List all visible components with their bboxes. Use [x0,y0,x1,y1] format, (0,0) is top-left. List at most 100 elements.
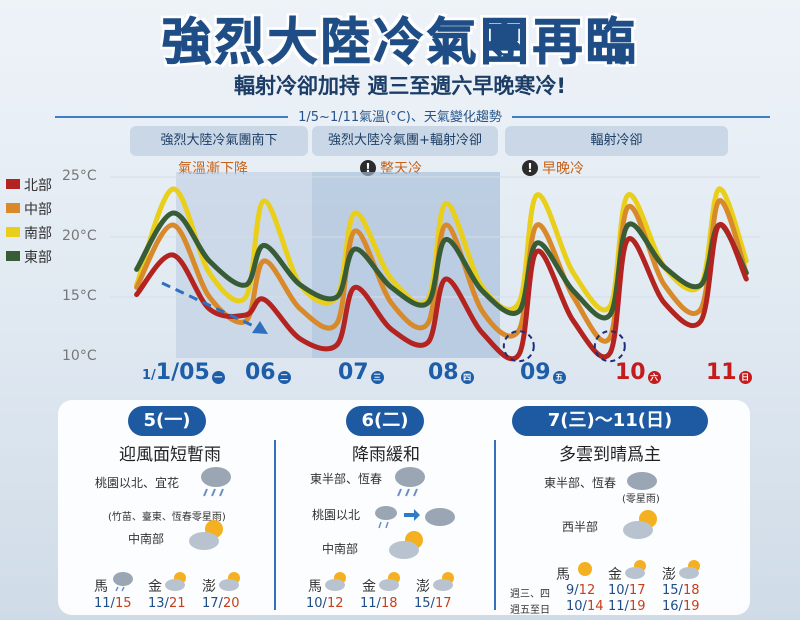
temp-cell: 11/19 [608,599,646,614]
weekday-badge: 四 [460,371,474,384]
page-subtitle: 輻射冷卻加持 週三至週六早晚寒冷! [234,74,566,98]
temp-low: 9 [566,583,575,598]
col3-headline: 多雲到晴爲主 [559,445,661,465]
day-num: 1/05 [155,360,210,385]
island-kinmen-temp: 13/21 [148,596,186,611]
temp-high: 12 [578,583,596,598]
day-num: 08 [428,360,459,385]
temp-high: 14 [586,599,604,614]
temp-low: 13 [148,596,165,611]
phase-2-label: 強烈大陸冷氣團+輻射冷卻 [312,126,498,156]
legend-label: 南部 [24,226,52,242]
temp-cell: 10/17 [608,583,646,598]
temp-low: 15 [414,596,431,611]
legend-central: 中部 [6,199,52,219]
phase-3-note-text: 早晚冷 [542,161,584,177]
cold-highlight-circle [593,330,626,363]
legend-label: 北部 [24,178,52,194]
day-num: 09 [520,360,551,385]
island-penghu-temp: 15/17 [414,596,452,611]
x-label-10: 10 六 [615,360,661,385]
col1-region-2: (竹苗、臺東、恆春零星雨) [108,512,226,523]
island-matsu: 馬 [308,579,322,595]
range-label: 1/5~1/11氣溫(°C)、天氣變化趨勢 [0,106,800,125]
column-divider [274,440,276,610]
series-line-east [134,210,749,321]
island-kinmen-temp: 11/18 [360,596,398,611]
partly-cloudy-icon [433,572,454,591]
col1-headline: 迎風面短暫雨 [119,445,221,465]
island-matsu: 馬 [556,567,570,583]
x-label-09: 09 五 [520,360,566,385]
trend-arrow-head [252,321,268,334]
cold-highlight-circle [502,330,535,363]
rain-cloud-icon [201,467,231,497]
island-matsu: 馬 [94,579,108,595]
temp-high: 19 [682,599,700,614]
temp-high: 17 [434,596,452,611]
col1-header: 5(一) [128,406,206,436]
temp-low: 15 [662,583,679,598]
sun-icon [578,562,592,576]
col3-region-1: 東半部、恆春 [544,476,617,490]
day-num: 06 [245,360,276,385]
rain-cloud-icon [395,467,425,497]
day-num: 10 [615,360,646,385]
temp-low: 17 [202,596,219,611]
island-kinmen: 金 [362,579,376,595]
temp-cell: 16/19 [662,599,700,614]
row-label: 週三、四 [510,589,550,600]
partly-cloudy-icon [165,572,186,591]
temp-high: 12 [326,596,344,611]
col2-region-2: 桃園以北 [312,508,361,522]
col2-headline: 降雨緩和 [352,445,420,465]
island-penghu: 澎 [662,567,676,583]
temp-low: 11 [608,599,625,614]
phase-3-label: 輻射冷卻 [505,126,728,156]
legend-east: 東部 [6,247,52,267]
y-tick-label: 20°C [62,228,97,244]
temp-cell: 15/18 [662,583,700,598]
island-kinmen: 金 [148,579,162,595]
partly-cloudy-icon [325,572,346,591]
row-label: 週五至日 [510,605,550,616]
series-line-central [134,198,749,344]
weekday-badge: 日 [738,371,752,384]
legend-north: 北部 [6,175,52,195]
day-num: 11 [706,360,737,385]
temp-high: 21 [168,596,186,611]
x-label-11: 11 日 [706,360,752,385]
legend-south: 南部 [6,223,52,243]
legend-swatch [6,203,20,213]
temp-low: 10 [306,596,323,611]
partly-cloudy-icon [679,560,700,579]
page-title: 強烈大陸冷氣團再臨 [161,13,639,72]
temp-low: 11 [360,596,377,611]
temp-high: 18 [380,596,398,611]
col1-region-1: 桃園以北、宜花 [95,476,180,490]
legend-swatch [6,227,20,237]
partly-cloudy-icon [379,572,400,591]
trend-arrow [161,281,263,332]
weekday-badge: 三 [370,371,384,384]
temp-low: 10 [566,599,583,614]
weekday-badge: 五 [552,371,566,384]
partly-cloudy-icon [623,510,657,539]
alert-icon: ! [522,160,538,176]
phase-3-note: ! 早晚冷 [522,158,584,178]
temp-high: 17 [628,583,646,598]
temp-cell: 10/14 [566,599,604,614]
col3-region-3: 西半部 [562,520,599,534]
weekday-badge: 二 [277,371,291,384]
col2-region-1: 東半部、恆春 [310,472,383,486]
x-label-08: 08 四 [428,360,474,385]
cloud-icon [627,472,657,490]
col1-region-3: 中南部 [128,532,165,546]
x-label-06: 06 二 [245,360,291,385]
island-penghu-temp: 17/20 [202,596,240,611]
day-num: 07 [338,360,369,385]
column-divider [494,440,496,610]
x-label-05: 1/1/05 一 [142,360,225,385]
partly-cloudy-icon [189,520,223,550]
partly-cloudy-icon [389,531,423,559]
